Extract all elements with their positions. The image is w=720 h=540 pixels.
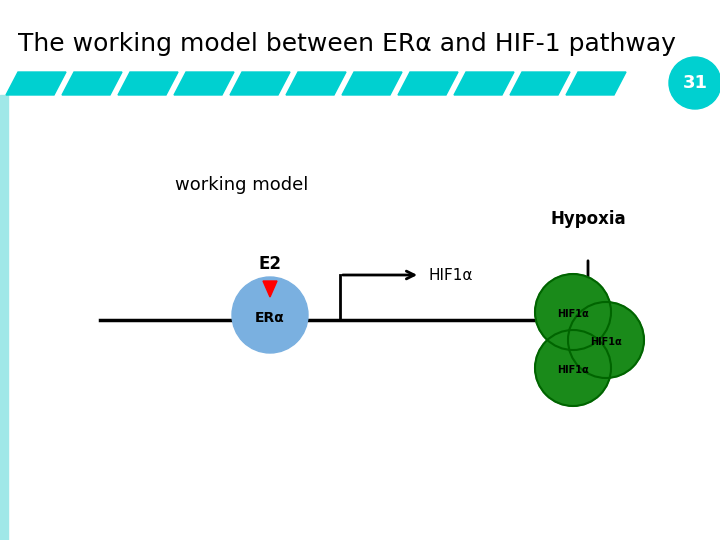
Circle shape [669, 57, 720, 109]
Text: working model: working model [175, 176, 308, 194]
Polygon shape [566, 72, 626, 95]
Polygon shape [62, 72, 122, 95]
Text: HIF1α: HIF1α [557, 309, 589, 319]
Polygon shape [118, 72, 178, 95]
Text: HIF1α: HIF1α [557, 365, 589, 375]
Circle shape [232, 277, 308, 353]
Polygon shape [510, 72, 570, 95]
Polygon shape [454, 72, 514, 95]
Circle shape [535, 330, 611, 406]
Polygon shape [0, 95, 8, 540]
Text: Hypoxia: Hypoxia [550, 210, 626, 228]
Polygon shape [342, 72, 402, 95]
Text: E2: E2 [258, 255, 282, 273]
Text: HIF1α: HIF1α [428, 267, 472, 282]
Polygon shape [6, 72, 66, 95]
Text: The working model between ERα and HIF-1 pathway: The working model between ERα and HIF-1 … [18, 32, 676, 56]
Polygon shape [174, 72, 234, 95]
Polygon shape [398, 72, 458, 95]
Polygon shape [263, 281, 277, 297]
Polygon shape [230, 72, 290, 95]
Text: 31: 31 [683, 74, 708, 92]
Text: HIF1α: HIF1α [590, 337, 622, 347]
Circle shape [535, 274, 611, 350]
Polygon shape [286, 72, 346, 95]
Circle shape [568, 302, 644, 378]
Text: ERα: ERα [255, 311, 285, 325]
